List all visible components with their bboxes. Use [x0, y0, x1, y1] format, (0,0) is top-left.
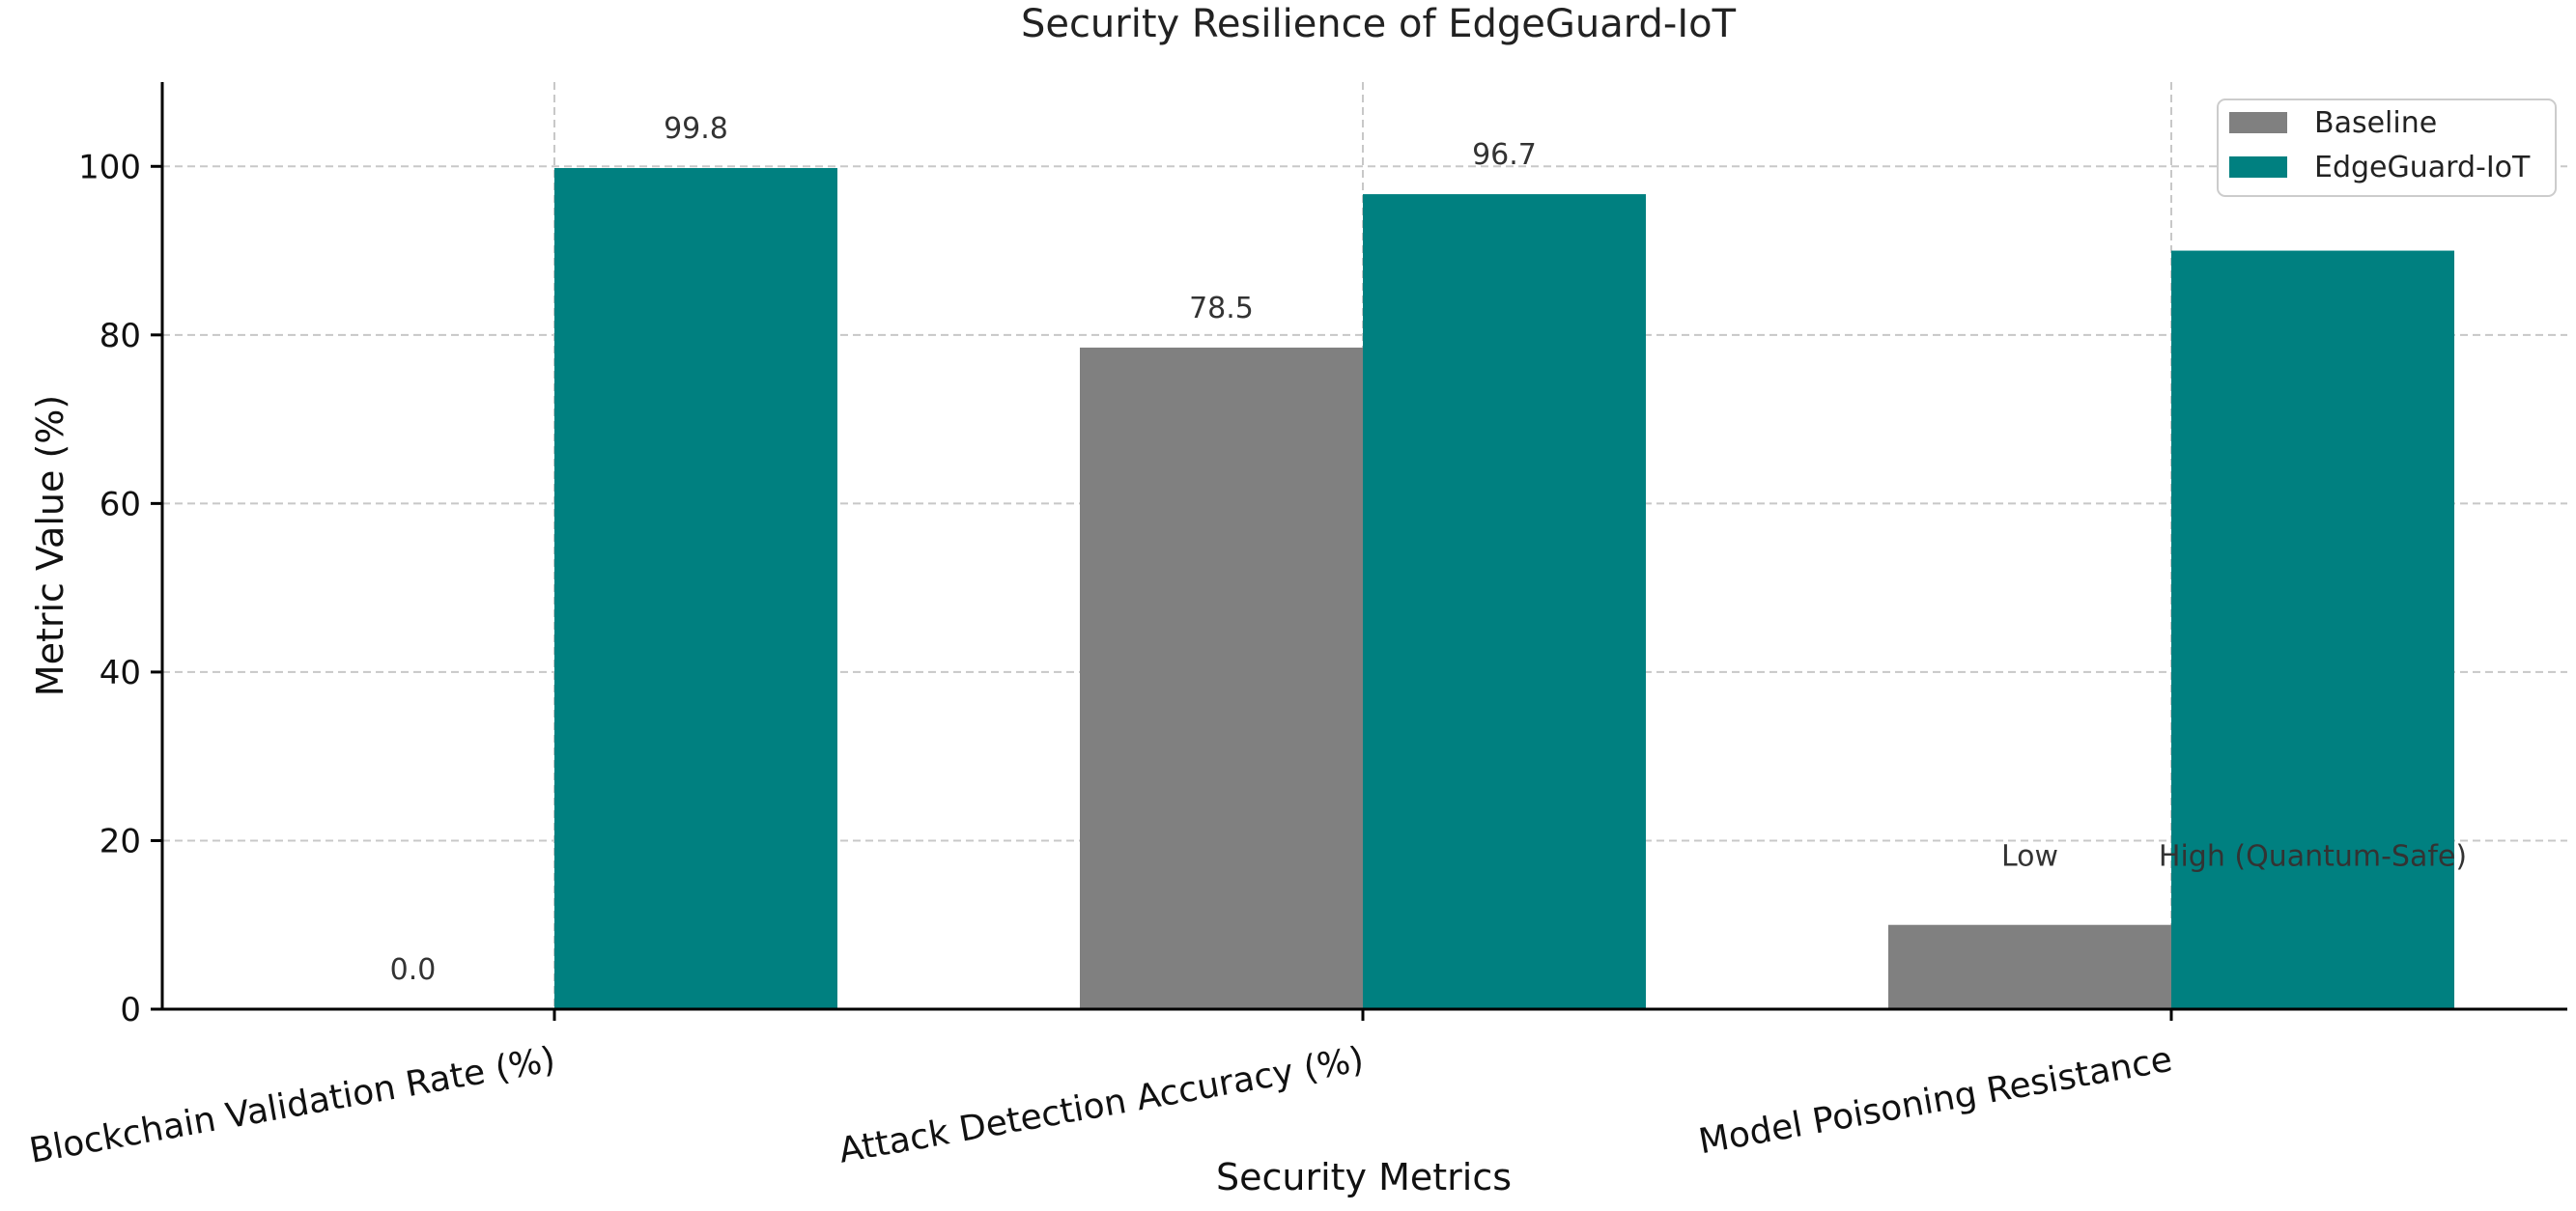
bars [554, 168, 2454, 1010]
bar-value-label: 99.8 [664, 112, 728, 146]
legend-label-edgeguard: EdgeGuard-IoT [2314, 151, 2531, 184]
x-axis-label: Security Metrics [1216, 1156, 1512, 1198]
x-category-label: Model Poisoning Resistance [1696, 1040, 2175, 1163]
bar-value-label: 78.5 [1189, 292, 1254, 325]
y-tick-label: 80 [99, 317, 141, 355]
bar-edgeguard-iot [1363, 194, 1646, 1009]
chart-title: Security Resilience of EdgeGuard-IoT [1021, 2, 1737, 46]
bar-edgeguard-iot [2171, 250, 2454, 1010]
data-labels: 0.0 99.8 78.5 96.7 Low High (Quantum-Safe) [390, 112, 2467, 987]
legend-label-baseline: Baseline [2314, 106, 2437, 140]
bar-baseline [1888, 924, 2171, 1009]
bar-value-label: Low [2001, 840, 2058, 874]
y-ticks: 0 20 40 60 80 100 [78, 148, 162, 1029]
y-tick-label: 60 [99, 485, 141, 523]
y-tick-label: 100 [78, 148, 141, 186]
y-axis-label: Metric Value (%) [29, 395, 71, 696]
legend: Baseline EdgeGuard-IoT [2217, 99, 2557, 197]
bar-value-label: 0.0 [390, 953, 437, 987]
x-category-label: Attack Detection Accuracy (%) [835, 1040, 1367, 1171]
x-ticks: Blockchain Validation Rate (%) Attack Det… [26, 1009, 2175, 1171]
bar-baseline [1080, 347, 1363, 1010]
y-tick-label: 0 [120, 991, 141, 1029]
bar-edgeguard-iot [554, 168, 837, 1009]
legend-swatch-baseline [2229, 112, 2287, 133]
axes [160, 82, 2567, 1011]
y-tick-label: 20 [99, 822, 141, 860]
legend-swatch-edgeguard [2229, 156, 2287, 178]
x-category-label: Blockchain Validation Rate (%) [26, 1040, 558, 1171]
y-tick-label: 40 [99, 654, 141, 692]
bar-value-label: High (Quantum-Safe) [2159, 840, 2467, 874]
legend-box [2217, 99, 2557, 197]
bar-value-label: 96.7 [1472, 138, 1537, 172]
